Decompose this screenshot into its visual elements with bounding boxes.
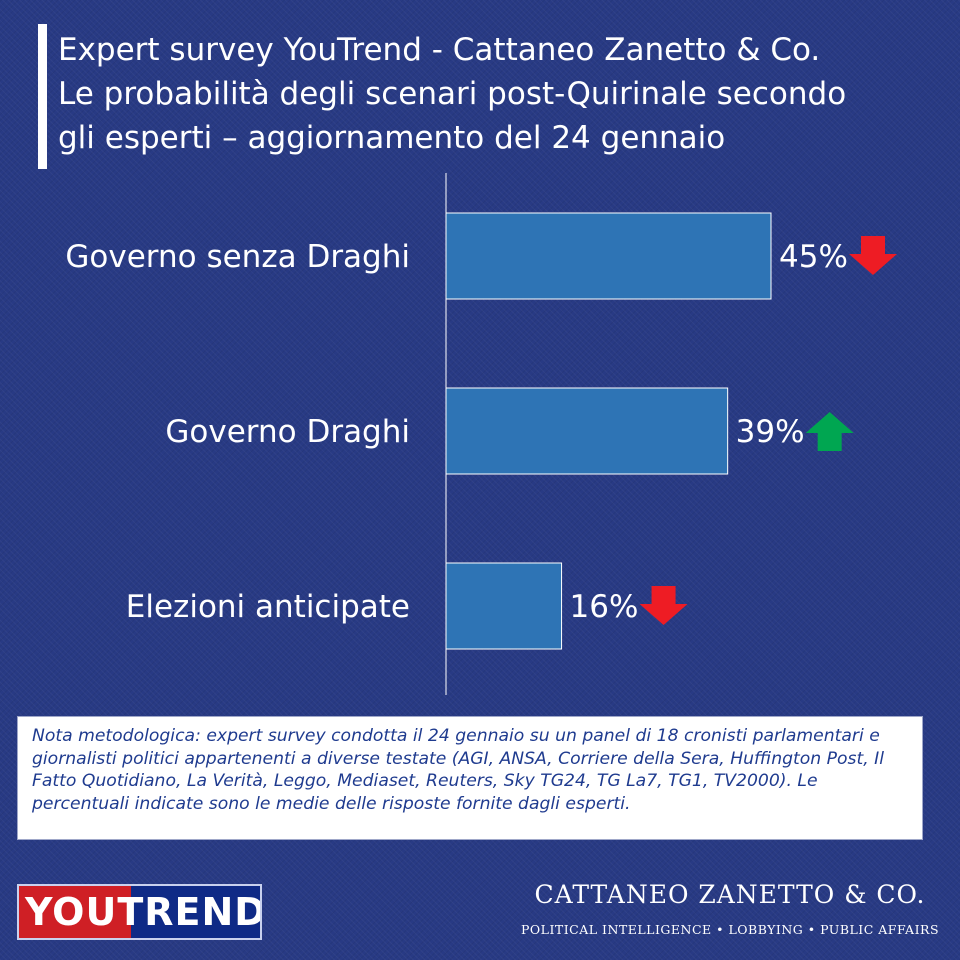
title-accent-bar — [38, 24, 47, 169]
category-label: Elezioni anticipate — [126, 589, 410, 625]
bar — [445, 562, 563, 650]
bar — [445, 387, 729, 475]
title-line-2: Le probabilità degli scenari post-Quirin… — [58, 76, 847, 112]
trend-down-arrow-icon — [639, 586, 688, 625]
youtrend-logo-text: YOUTREND — [25, 890, 262, 934]
value-label: 39% — [736, 414, 805, 450]
trend-up-arrow-icon — [805, 412, 854, 451]
youtrend-logo: YOUTREND — [17, 884, 262, 940]
trend-down-arrow-icon — [849, 236, 897, 275]
youtrend-logo-red-block — [19, 886, 131, 938]
cattaneo-zanetto-logo-tagline: POLITICAL INTELLIGENCE • LOBBYING • PUBL… — [520, 922, 940, 937]
chart-title: Expert survey YouTrend - Cattaneo Zanett… — [58, 28, 958, 160]
value-label: 16% — [570, 589, 639, 625]
title-line-1: Expert survey YouTrend - Cattaneo Zanett… — [58, 32, 821, 68]
title-line-3: gli esperti – aggiornamento del 24 genna… — [58, 120, 726, 156]
bar — [445, 212, 772, 300]
bar-chart: Governo senza Draghi 45% Governo Draghi 39%… — [65, 173, 897, 695]
cattaneo-zanetto-logo-name: CATTANEO ZANETTO & CO. — [534, 880, 926, 909]
value-label: 45% — [779, 239, 848, 275]
methodology-note: Nota metodologica: expert survey condott… — [17, 716, 923, 840]
category-label: Governo Draghi — [165, 414, 410, 450]
category-label: Governo senza Draghi — [65, 239, 410, 275]
